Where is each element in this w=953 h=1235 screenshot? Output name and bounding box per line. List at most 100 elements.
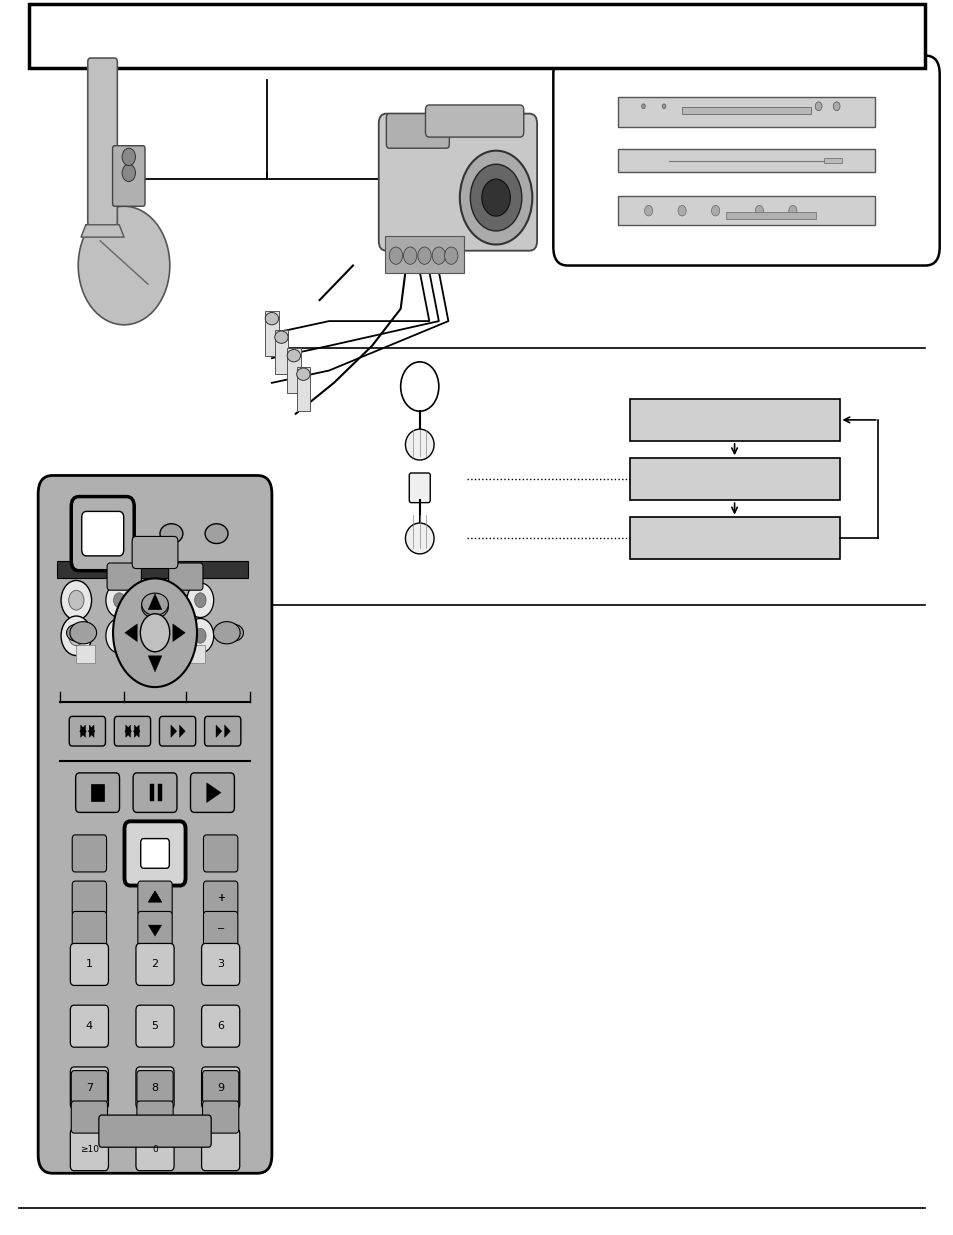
Circle shape xyxy=(61,616,91,656)
Bar xyxy=(52,556,253,667)
Ellipse shape xyxy=(222,624,243,641)
Bar xyxy=(186,645,205,663)
Bar xyxy=(822,158,841,163)
Circle shape xyxy=(78,206,170,325)
Text: 6: 6 xyxy=(217,1021,224,1031)
Polygon shape xyxy=(81,225,124,237)
Polygon shape xyxy=(148,594,162,610)
FancyBboxPatch shape xyxy=(72,911,107,946)
Circle shape xyxy=(470,164,521,231)
Circle shape xyxy=(832,101,840,111)
Bar xyxy=(618,196,874,226)
FancyBboxPatch shape xyxy=(138,881,172,915)
Polygon shape xyxy=(126,725,132,737)
Text: 4: 4 xyxy=(86,1021,92,1031)
Bar xyxy=(725,212,815,219)
Text: 3: 3 xyxy=(217,960,224,969)
FancyBboxPatch shape xyxy=(29,4,924,68)
Circle shape xyxy=(122,164,135,182)
Circle shape xyxy=(444,247,457,264)
Polygon shape xyxy=(81,725,87,737)
Circle shape xyxy=(113,593,125,608)
Text: +: + xyxy=(216,893,224,903)
FancyBboxPatch shape xyxy=(132,536,177,568)
Polygon shape xyxy=(90,725,95,737)
Polygon shape xyxy=(149,890,162,902)
Text: 5: 5 xyxy=(152,1021,158,1031)
Text: −: − xyxy=(216,924,225,934)
Circle shape xyxy=(194,593,206,608)
FancyBboxPatch shape xyxy=(203,881,237,915)
FancyBboxPatch shape xyxy=(201,1067,239,1109)
Text: 7: 7 xyxy=(86,1083,92,1093)
Ellipse shape xyxy=(141,593,168,615)
FancyBboxPatch shape xyxy=(137,1102,173,1134)
Circle shape xyxy=(432,247,445,264)
Polygon shape xyxy=(125,725,131,737)
FancyBboxPatch shape xyxy=(135,944,173,986)
Circle shape xyxy=(152,593,163,608)
Circle shape xyxy=(389,247,402,264)
FancyBboxPatch shape xyxy=(137,1071,173,1103)
FancyBboxPatch shape xyxy=(72,835,107,872)
Polygon shape xyxy=(224,725,230,737)
Text: 9: 9 xyxy=(217,1083,224,1093)
FancyBboxPatch shape xyxy=(385,236,463,273)
Ellipse shape xyxy=(213,621,240,643)
Text: ≥10: ≥10 xyxy=(80,1145,99,1155)
FancyBboxPatch shape xyxy=(71,1067,109,1109)
Circle shape xyxy=(106,583,132,618)
Circle shape xyxy=(417,247,431,264)
Circle shape xyxy=(152,629,163,643)
Ellipse shape xyxy=(141,595,168,618)
Circle shape xyxy=(711,205,719,216)
Text: 8: 8 xyxy=(152,1083,158,1093)
FancyBboxPatch shape xyxy=(88,58,117,226)
Circle shape xyxy=(144,619,171,653)
FancyBboxPatch shape xyxy=(202,1102,238,1134)
FancyBboxPatch shape xyxy=(135,1067,173,1109)
Bar xyxy=(91,784,104,802)
FancyBboxPatch shape xyxy=(71,1005,109,1047)
FancyBboxPatch shape xyxy=(71,1129,109,1171)
FancyBboxPatch shape xyxy=(70,716,106,746)
Circle shape xyxy=(459,151,532,245)
FancyBboxPatch shape xyxy=(38,475,272,1173)
FancyBboxPatch shape xyxy=(99,1115,211,1147)
FancyBboxPatch shape xyxy=(409,473,430,503)
Polygon shape xyxy=(125,624,137,642)
Polygon shape xyxy=(149,925,162,936)
FancyBboxPatch shape xyxy=(204,716,240,746)
FancyBboxPatch shape xyxy=(201,1129,239,1171)
FancyBboxPatch shape xyxy=(72,881,107,915)
FancyBboxPatch shape xyxy=(202,1071,238,1103)
Text: 0: 0 xyxy=(152,1145,158,1155)
Circle shape xyxy=(61,580,91,620)
Polygon shape xyxy=(171,725,176,737)
FancyBboxPatch shape xyxy=(82,511,124,556)
Polygon shape xyxy=(215,725,221,737)
FancyBboxPatch shape xyxy=(112,146,145,206)
Circle shape xyxy=(644,205,652,216)
Circle shape xyxy=(641,104,644,109)
Ellipse shape xyxy=(287,350,300,362)
Circle shape xyxy=(403,247,416,264)
FancyBboxPatch shape xyxy=(159,716,195,746)
FancyBboxPatch shape xyxy=(133,773,177,813)
FancyBboxPatch shape xyxy=(107,563,141,590)
Bar xyxy=(274,330,288,374)
FancyBboxPatch shape xyxy=(135,1005,173,1047)
Polygon shape xyxy=(148,656,162,672)
Circle shape xyxy=(788,205,796,216)
FancyBboxPatch shape xyxy=(203,835,237,872)
Polygon shape xyxy=(149,890,162,902)
Circle shape xyxy=(112,578,196,687)
Ellipse shape xyxy=(160,524,183,543)
Ellipse shape xyxy=(274,331,288,343)
Ellipse shape xyxy=(405,524,434,553)
FancyBboxPatch shape xyxy=(135,1129,173,1171)
FancyBboxPatch shape xyxy=(425,105,523,137)
Circle shape xyxy=(194,629,206,643)
FancyBboxPatch shape xyxy=(553,56,939,266)
Ellipse shape xyxy=(265,312,278,325)
